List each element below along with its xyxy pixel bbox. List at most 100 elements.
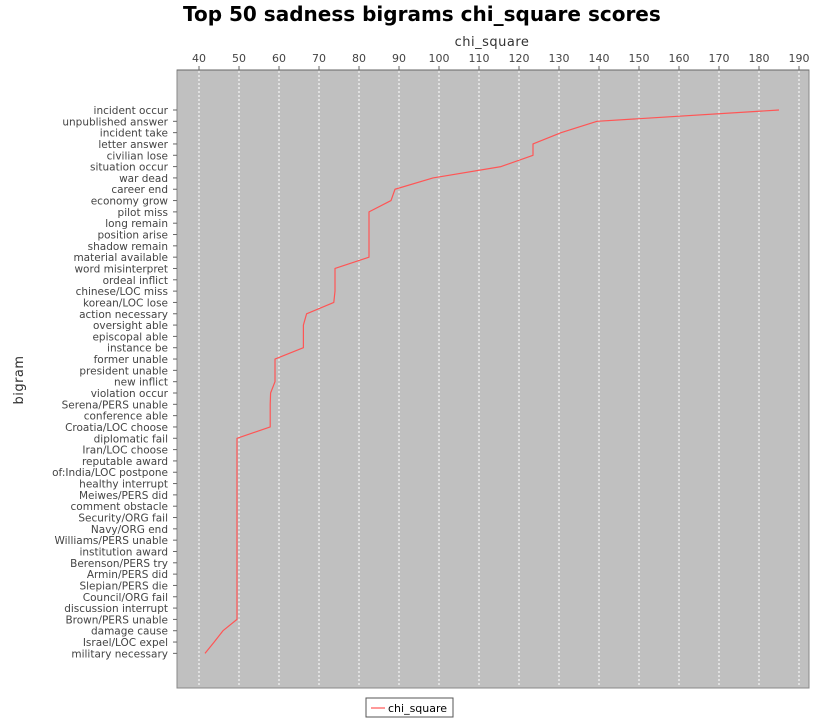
y-category-label: president unable <box>79 365 168 377</box>
legend[interactable]: chi_square <box>365 697 454 718</box>
x-tick-label: 120 <box>509 52 530 65</box>
y-category-label: oversight able <box>93 320 168 332</box>
data-point <box>274 381 275 382</box>
plot-area <box>176 69 810 689</box>
y-category-label: reputable award <box>82 456 168 468</box>
x-axis-ticks: 40 50 60 70 80 90 100 110 120 130 140 150 160 170 180 1… <box>192 52 810 70</box>
y-category-label: unpublished answer <box>62 116 168 128</box>
data-point <box>236 574 237 575</box>
data-point <box>236 483 237 484</box>
y-category-label: Meiwes/PERS did <box>79 490 168 502</box>
y-category-label: instance be <box>107 343 168 355</box>
data-point <box>222 630 223 631</box>
y-category-label: Council/ORG fail <box>83 592 168 604</box>
legend-label-chi-square: chi_square <box>388 702 447 715</box>
y-category-label: career end <box>111 184 168 196</box>
data-point <box>236 540 237 541</box>
data-point <box>270 392 271 393</box>
data-point <box>236 562 237 563</box>
data-point <box>368 234 369 235</box>
data-point <box>236 472 237 473</box>
y-category-label: economy grow <box>91 196 169 208</box>
legend-box <box>365 697 454 718</box>
x-tick-label: 100 <box>429 52 450 65</box>
x-tick-label: 180 <box>749 52 770 65</box>
data-point <box>270 426 271 427</box>
data-point <box>334 268 335 269</box>
y-category-label: Security/ORG fail <box>78 513 168 525</box>
y-category-label: damage cause <box>91 626 168 638</box>
y-category-label: chinese/LOC miss <box>76 286 168 298</box>
data-point <box>333 302 334 303</box>
y-category-label: material available <box>73 252 168 264</box>
y-category-label: word misinterpret <box>74 263 168 275</box>
y-category-label: ordeal inflict <box>103 275 168 287</box>
y-category-label: war dead <box>119 173 168 185</box>
gridlines <box>198 71 800 687</box>
x-tick-label: 110 <box>469 52 490 65</box>
data-point <box>432 177 433 178</box>
y-category-label: institution award <box>79 546 168 558</box>
data-point <box>270 404 271 405</box>
data-point <box>204 653 205 654</box>
y-category-label: Serena/PERS unable <box>62 399 168 411</box>
data-point <box>236 449 237 450</box>
y-category-label: comment obstacle <box>71 501 168 513</box>
data-point <box>394 189 395 190</box>
y-category-label: incident take <box>100 128 168 140</box>
data-point <box>596 121 597 122</box>
y-category-label: incident occur <box>94 105 169 117</box>
data-point <box>236 528 237 529</box>
y-category-label: healthy interrupt <box>79 479 168 491</box>
y-category-label: Iran/LOC choose <box>82 445 168 457</box>
y-category-label: korean/LOC lose <box>83 297 168 309</box>
y-category-label: violation occur <box>91 388 169 400</box>
data-point <box>532 143 533 144</box>
y-category-label: episcopal able <box>92 331 168 343</box>
data-point <box>236 460 237 461</box>
y-category-label: former unable <box>94 354 168 366</box>
x-tick-label: 190 <box>789 52 810 65</box>
x-tick-label: 80 <box>352 52 366 65</box>
x-tick-label: 160 <box>669 52 690 65</box>
x-tick-label: 140 <box>589 52 610 65</box>
y-category-label: letter answer <box>98 139 168 151</box>
y-category-label: position arise <box>97 230 168 242</box>
y-category-label: Williams/PERS unable <box>54 535 168 547</box>
y-category-label: civilian lose <box>107 150 168 162</box>
y-category-label: long remain <box>105 218 168 230</box>
data-point <box>214 641 215 642</box>
x-tick-label: 60 <box>272 52 286 65</box>
data-point <box>303 324 304 325</box>
data-point <box>560 132 561 133</box>
series-layer <box>204 109 780 654</box>
y-category-label: Brown/PERS unable <box>65 614 168 626</box>
data-point <box>368 245 369 246</box>
y-category-label: Slepian/PERS die <box>79 580 168 592</box>
x-tick-label: 90 <box>392 52 406 65</box>
y-category-label: Israel/LOC expel <box>83 637 168 649</box>
data-point <box>274 358 275 359</box>
y-category-label: Croatia/LOC choose <box>65 422 168 434</box>
data-point <box>236 494 237 495</box>
y-category-label: shadow remain <box>88 241 168 253</box>
data-point <box>236 506 237 507</box>
x-tick-label: 130 <box>549 52 570 65</box>
data-point <box>236 585 237 586</box>
y-category-label: pilot miss <box>118 207 168 219</box>
y-category-label: new inflict <box>114 377 168 389</box>
y-category-label: conference able <box>84 411 168 423</box>
data-point <box>236 551 237 552</box>
data-point <box>270 415 271 416</box>
x-tick-label: 40 <box>192 52 206 65</box>
data-point <box>236 619 237 620</box>
data-point <box>303 347 304 348</box>
y-category-label: Armin/PERS did <box>87 569 168 581</box>
y-category-label: military necessary <box>71 648 168 660</box>
y-axis-title: bigram <box>12 355 27 404</box>
data-point <box>368 211 369 212</box>
data-point <box>236 438 237 439</box>
data-point <box>303 336 304 337</box>
